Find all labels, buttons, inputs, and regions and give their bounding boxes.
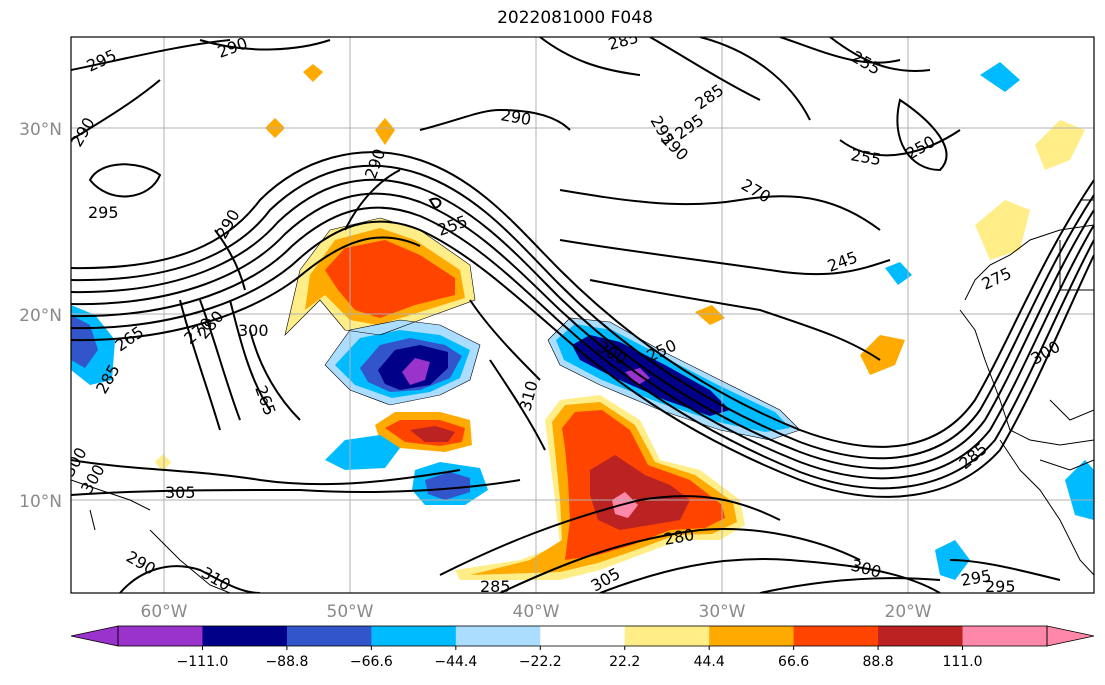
lon-label: 60°W: [141, 602, 188, 622]
thin-contours: [284, 217, 801, 441]
chart-title: 2022081000 F048: [497, 8, 653, 28]
map-frame: [70, 36, 1095, 594]
shade-darkred-mid: [410, 426, 455, 442]
shade-red-north: [325, 240, 455, 318]
colorbar-tick-label: −44.4: [434, 654, 477, 670]
colorbar-extend-high: [1046, 625, 1095, 647]
colorbar-frame: [117, 625, 1048, 647]
lat-label: 10°N: [19, 492, 62, 512]
lon-label: 30°W: [699, 602, 746, 622]
lat-label: 30°N: [19, 120, 62, 140]
gridlines: [71, 37, 1094, 593]
shade-small-7: [860, 335, 905, 375]
shade-small-5: [1035, 120, 1085, 170]
colorbar-segment: [118, 626, 203, 646]
contour-label: 305: [165, 483, 196, 502]
shade-small-11: [885, 262, 912, 285]
shade-small-10: [695, 305, 725, 325]
colorbar-segment: [371, 626, 457, 646]
colorbar-tick-label: 88.8: [863, 654, 894, 670]
colorbar-extend-low: [70, 625, 119, 647]
shade-blue-sw1: [325, 435, 400, 470]
colorbar-segment: [793, 626, 879, 646]
contour-label: 295: [88, 203, 119, 222]
shade-blue-sw3: [425, 472, 470, 500]
colorbar-segment: [455, 626, 541, 646]
colorbar-segment: [962, 626, 1048, 646]
lon-label: 20°W: [885, 602, 932, 622]
shade-small-1: [303, 64, 323, 82]
contour-label: 300: [238, 321, 269, 340]
shade-small-6: [975, 200, 1030, 260]
shade-purple-mid: [402, 358, 430, 385]
lon-label: 40°W: [513, 602, 560, 622]
colorbar: −111.0 −88.8 −66.6 −44.4 −22.2 22.2 44.4 66.6 88…: [70, 625, 1095, 670]
colorbar-segment: [709, 626, 795, 646]
shade-purple-band: [625, 368, 650, 385]
colorbar-tick-label: −66.6: [350, 654, 393, 670]
lon-label: 50°W: [327, 602, 374, 622]
colorbar-tick-label: −88.8: [265, 654, 308, 670]
contours: [71, 37, 1094, 593]
map-plot-area: 295 290 285 255 290 295 290 285 295 290 …: [71, 37, 1094, 596]
shade-small-3: [375, 118, 395, 145]
contour-label: 295: [985, 577, 1016, 596]
shade-small-4: [980, 62, 1020, 92]
colorbar-segment: [286, 626, 372, 646]
shade-small-12: [155, 454, 171, 472]
colorbar-tick-label: 44.4: [694, 654, 725, 670]
latitude-labels: 30°N 20°N 10°N: [19, 120, 62, 512]
colorbar-segment: [624, 626, 710, 646]
shade-small-8: [1065, 460, 1094, 520]
colorbar-segment: [540, 626, 626, 646]
longitude-labels: 60°W 50°W 40°W 30°W 20°W: [141, 602, 932, 622]
colorbar-tick-label: 111.0: [942, 654, 982, 670]
shade-pink-south: [612, 492, 638, 518]
colorbar-segment: [878, 626, 964, 646]
colorbar-tick-label: 66.6: [778, 654, 809, 670]
colorbar-tick-label: −22.2: [519, 654, 562, 670]
colorbar-segment: [202, 626, 288, 646]
colorbar-tick-label: −111.0: [177, 654, 229, 670]
contour-label: 285: [480, 577, 511, 596]
lat-label: 20°N: [19, 306, 62, 326]
colorbar-tick-label: 22.2: [609, 654, 640, 670]
